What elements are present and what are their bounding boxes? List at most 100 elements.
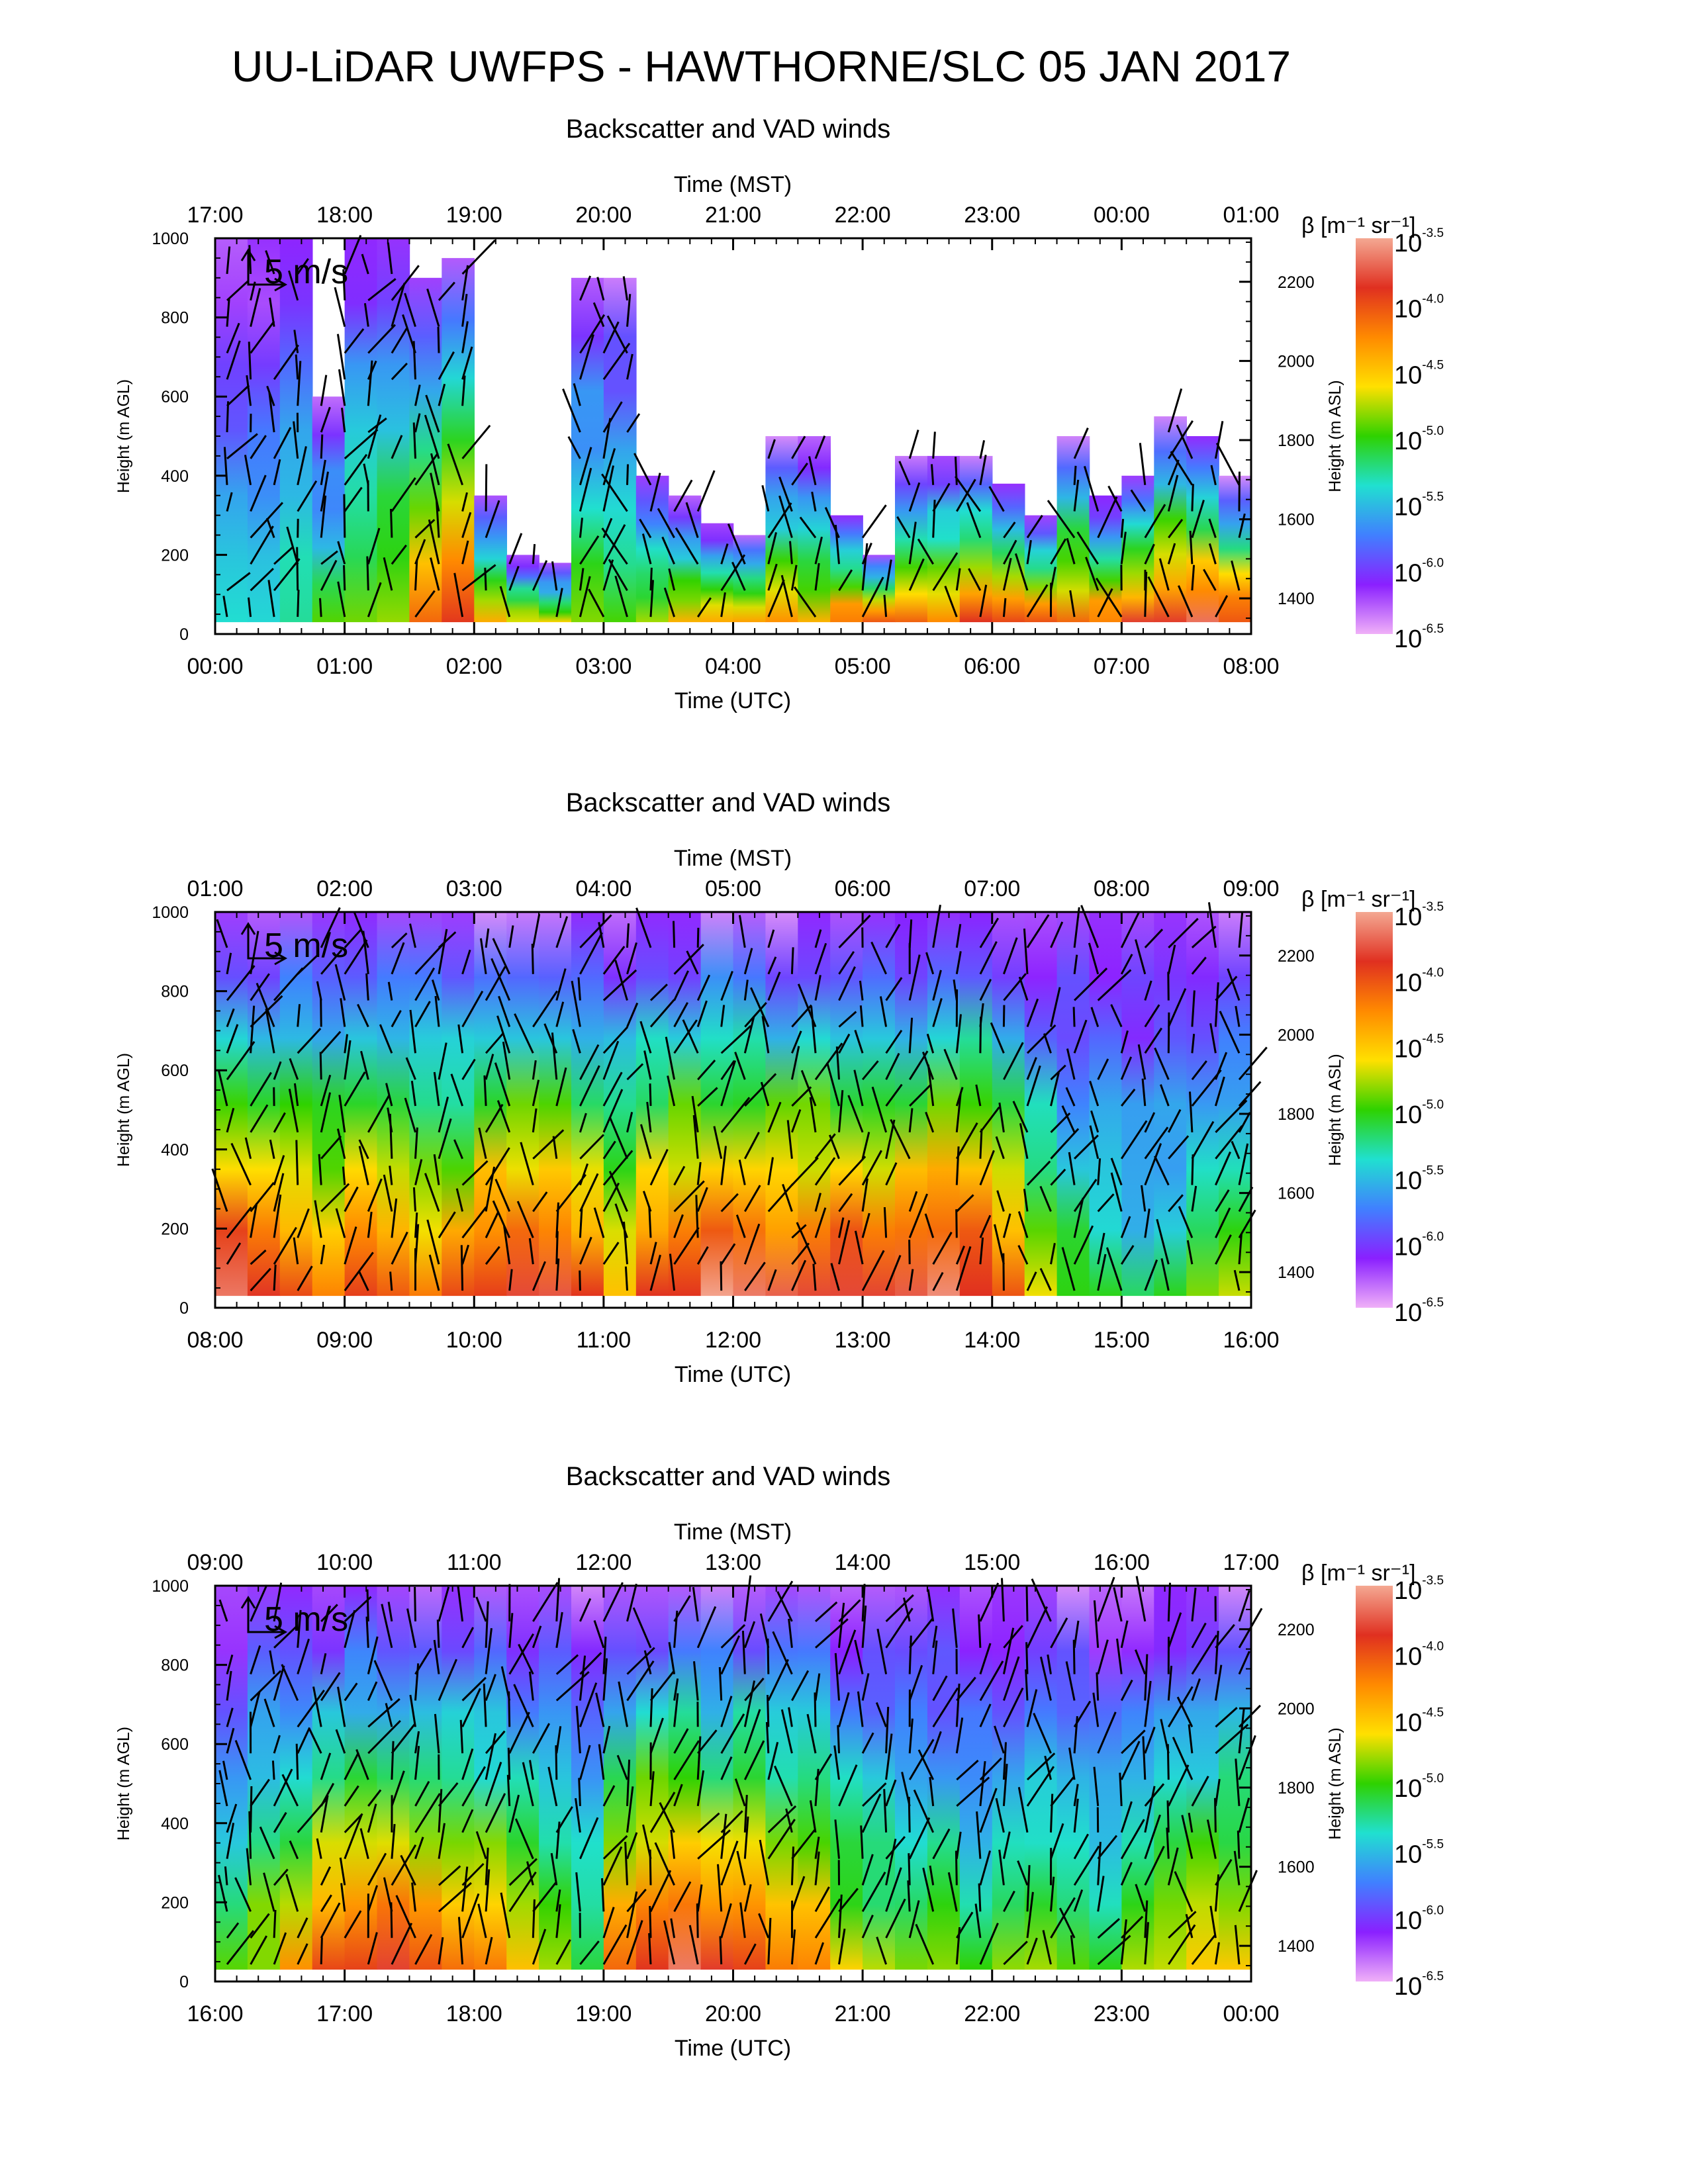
wind-vector: [926, 1033, 935, 1054]
colorbar-tick-base: 10: [1394, 1101, 1422, 1129]
wind-vector: [790, 1046, 800, 1080]
wind-vector: [367, 1178, 383, 1212]
wind-vector: [1097, 1232, 1105, 1265]
wind-vector: [414, 1780, 430, 1807]
wind-vector: [383, 557, 393, 591]
wind-vector: [966, 502, 982, 539]
wind-vector: [1083, 465, 1100, 512]
wind-vector: [812, 1263, 817, 1291]
wind-vector: [995, 1136, 1005, 1160]
wind-vector: [414, 1746, 420, 1780]
wind-vector: [485, 1147, 510, 1186]
wind-vector: [273, 1868, 289, 1886]
wind-vector: [414, 1648, 432, 1675]
wind-vector: [1017, 1787, 1029, 1833]
wind-vector: [579, 314, 606, 354]
colorbar-tick-exponent: -5.5: [1422, 1838, 1444, 1852]
wind-vector: [550, 1852, 558, 1886]
wind-vector: [979, 1582, 1000, 1622]
wind-vector: [344, 453, 368, 486]
wind-vector: [414, 413, 421, 433]
wind-vector: [602, 1785, 616, 1807]
wind-vector: [861, 1605, 867, 1648]
backscatter-heatmap: [215, 912, 1252, 1297]
backscatter-column: [798, 1586, 831, 1970]
wind-vector: [743, 1795, 748, 1833]
wind-vector: [518, 1643, 534, 1675]
wind-vector: [1178, 585, 1194, 617]
wind-vector: [1023, 1189, 1029, 1212]
backscatter-column: [312, 1586, 346, 1970]
wind-vector: [1002, 1213, 1011, 1238]
wind-vector: [649, 999, 675, 1028]
wind-vector: [367, 1681, 378, 1702]
wind-vector: [1238, 1112, 1251, 1133]
wind-vector: [579, 447, 592, 486]
wind-vector: [344, 1814, 363, 1860]
wind-vector: [414, 1586, 416, 1621]
wind-vector: [414, 590, 436, 617]
wind-vector: [500, 1892, 511, 1938]
backscatter-column: [377, 1586, 410, 1970]
x-bottom-tick-label: 05:00: [835, 654, 891, 679]
wind-vector: [927, 1589, 935, 1622]
wind-vector: [387, 1107, 393, 1133]
wind-vector: [908, 919, 913, 948]
wind-vector: [602, 1242, 620, 1265]
wind-vector: [1119, 1772, 1123, 1806]
wind-vector: [1215, 1151, 1231, 1186]
wind-vector: [250, 1104, 269, 1133]
wind-vector: [461, 1893, 480, 1938]
wind-vector: [224, 1866, 228, 1886]
wind-vector: [829, 1134, 840, 1160]
wind-vector: [485, 464, 488, 512]
colorbar-tick-label: 10-4.5: [1394, 1706, 1444, 1737]
wind-vector: [720, 1060, 735, 1081]
wind-vector: [968, 568, 982, 591]
wind-vector: [1167, 972, 1170, 1001]
wind-vector: [577, 977, 581, 1001]
wind-vector: [814, 1207, 827, 1238]
wind-vector: [1090, 1007, 1100, 1027]
wind-vector: [1191, 500, 1205, 538]
wind-vector: [297, 1727, 311, 1754]
wind-vector: [1168, 519, 1184, 539]
wind-vector: [1023, 928, 1029, 974]
wind-vector: [675, 527, 699, 565]
wind-vector: [391, 1198, 398, 1238]
wind-vector: [337, 1686, 346, 1727]
wind-vector: [830, 1263, 840, 1291]
wind-vector: [344, 929, 362, 948]
wind-vector: [344, 428, 379, 460]
wind-vector: [838, 1090, 844, 1133]
wind-vector: [955, 924, 962, 948]
wind-vector: [340, 1883, 346, 1912]
wind-vector: [1167, 944, 1176, 975]
x-top-tick-label: 11:00: [447, 1550, 502, 1575]
wind-vector: [626, 1002, 639, 1028]
wind-vector: [361, 253, 369, 275]
colorbar-tick-label: 10-5.0: [1394, 1772, 1444, 1803]
wind-vector: [358, 1271, 369, 1291]
colorbar-tick-label: 10-5.5: [1394, 490, 1444, 522]
wind-vector: [1073, 465, 1077, 485]
wind-vector: [579, 1655, 586, 1701]
wind-vector: [1002, 1656, 1020, 1701]
x-bottom-tick-label: 07:00: [1094, 654, 1150, 679]
x-bottom-tick-label: 08:00: [187, 1328, 243, 1353]
wind-vector: [1002, 1627, 1015, 1674]
wind-vector: [1144, 1208, 1150, 1238]
wind-vector: [739, 1902, 746, 1938]
wind-vector: [1120, 1120, 1148, 1160]
wind-vector: [579, 518, 583, 538]
wind-vector: [338, 369, 346, 406]
wind-vector: [320, 1244, 326, 1265]
wind-vector: [800, 1069, 817, 1107]
wind-vector: [1073, 427, 1089, 459]
wind-vector: [373, 1660, 393, 1702]
wind-vector: [847, 1095, 864, 1133]
wind-vector: [885, 1162, 898, 1186]
wind-vector: [1144, 1680, 1152, 1727]
wind-vector: [834, 1653, 840, 1701]
wind-vector: [1191, 1120, 1215, 1160]
